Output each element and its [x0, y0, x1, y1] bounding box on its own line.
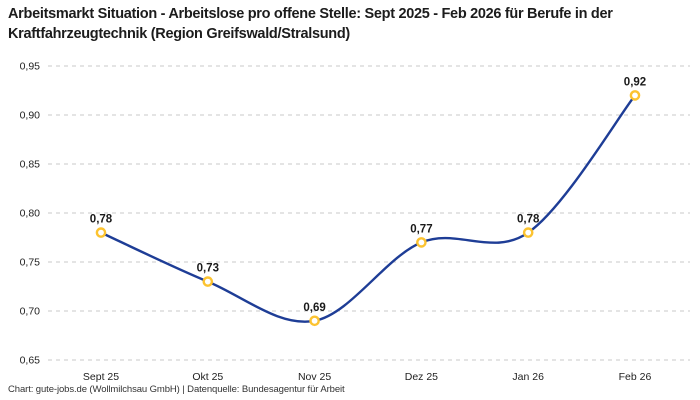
data-point-marker: [309, 315, 320, 327]
x-axis-tick-label: Sept 25: [83, 371, 119, 383]
data-point-label: 0,78: [90, 214, 113, 226]
data-point-label: 0,69: [303, 302, 325, 314]
data-point-label: 0,77: [410, 223, 432, 235]
data-point-marker: [202, 276, 214, 287]
chart-source-credit: Chart: gute-jobs.de (Wollmilchsau GmbH) …: [8, 384, 345, 395]
data-point-label: 0,92: [624, 76, 646, 88]
y-axis-tick-label: 0,75: [20, 257, 41, 269]
x-axis-tick-label: Jan 26: [512, 371, 544, 383]
y-axis-tick-label: 0,95: [20, 61, 41, 73]
y-axis-tick-label: 0,80: [20, 208, 41, 220]
x-axis-tick-label: Okt 25: [192, 371, 223, 383]
data-point-marker: [522, 227, 534, 238]
y-axis-tick-label: 0,70: [20, 306, 41, 318]
x-axis-tick-label: Dez 25: [405, 371, 438, 383]
y-axis-tick-label: 0,65: [20, 355, 41, 367]
data-point-marker: [95, 227, 107, 238]
data-point-label: 0,73: [197, 263, 219, 275]
x-axis-tick-label: Nov 25: [298, 371, 331, 383]
data-point-label: 0,78: [517, 214, 540, 226]
data-point-marker: [629, 90, 641, 101]
y-axis-tick-label: 0,85: [20, 159, 41, 171]
data-line: [99, 94, 637, 323]
x-axis-tick-label: Feb 26: [619, 371, 652, 383]
chart-title: Arbeitsmarkt Situation - Arbeitslose pro…: [8, 6, 613, 42]
y-axis-tick-label: 0,90: [20, 110, 41, 122]
data-point-marker: [416, 237, 427, 248]
